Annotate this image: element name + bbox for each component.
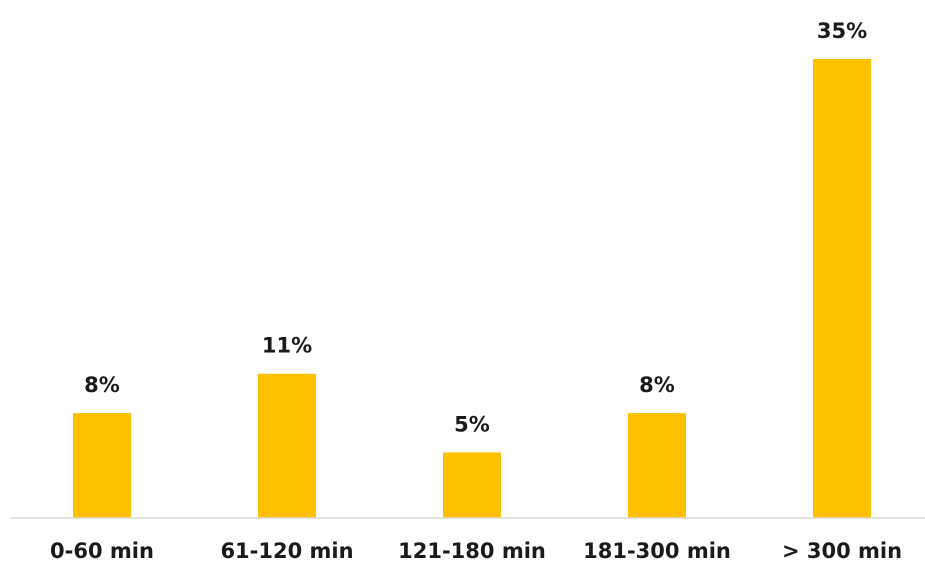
data-label-4: 35% xyxy=(817,19,867,43)
data-label-3: 8% xyxy=(639,373,675,397)
category-label-1: 61-120 min xyxy=(220,539,353,563)
category-label-3: 181-300 min xyxy=(583,539,731,563)
value-labels-group: 8% 11% 5% 8% 35% xyxy=(84,19,867,436)
bar-0 xyxy=(73,413,131,518)
category-label-4: > 300 min xyxy=(782,539,902,563)
category-label-2: 121-180 min xyxy=(398,539,546,563)
bar-1 xyxy=(258,373,316,518)
data-label-2: 5% xyxy=(454,412,490,436)
data-label-0: 8% xyxy=(84,373,120,397)
data-label-1: 11% xyxy=(262,334,312,358)
category-labels-group: 0-60 min 61-120 min 121-180 min 181-300 min… xyxy=(50,539,902,563)
category-label-0: 0-60 min xyxy=(50,539,154,563)
bars-group xyxy=(73,59,871,518)
bar-2 xyxy=(443,452,501,518)
bar-3 xyxy=(628,413,686,518)
bar-4 xyxy=(813,59,871,518)
